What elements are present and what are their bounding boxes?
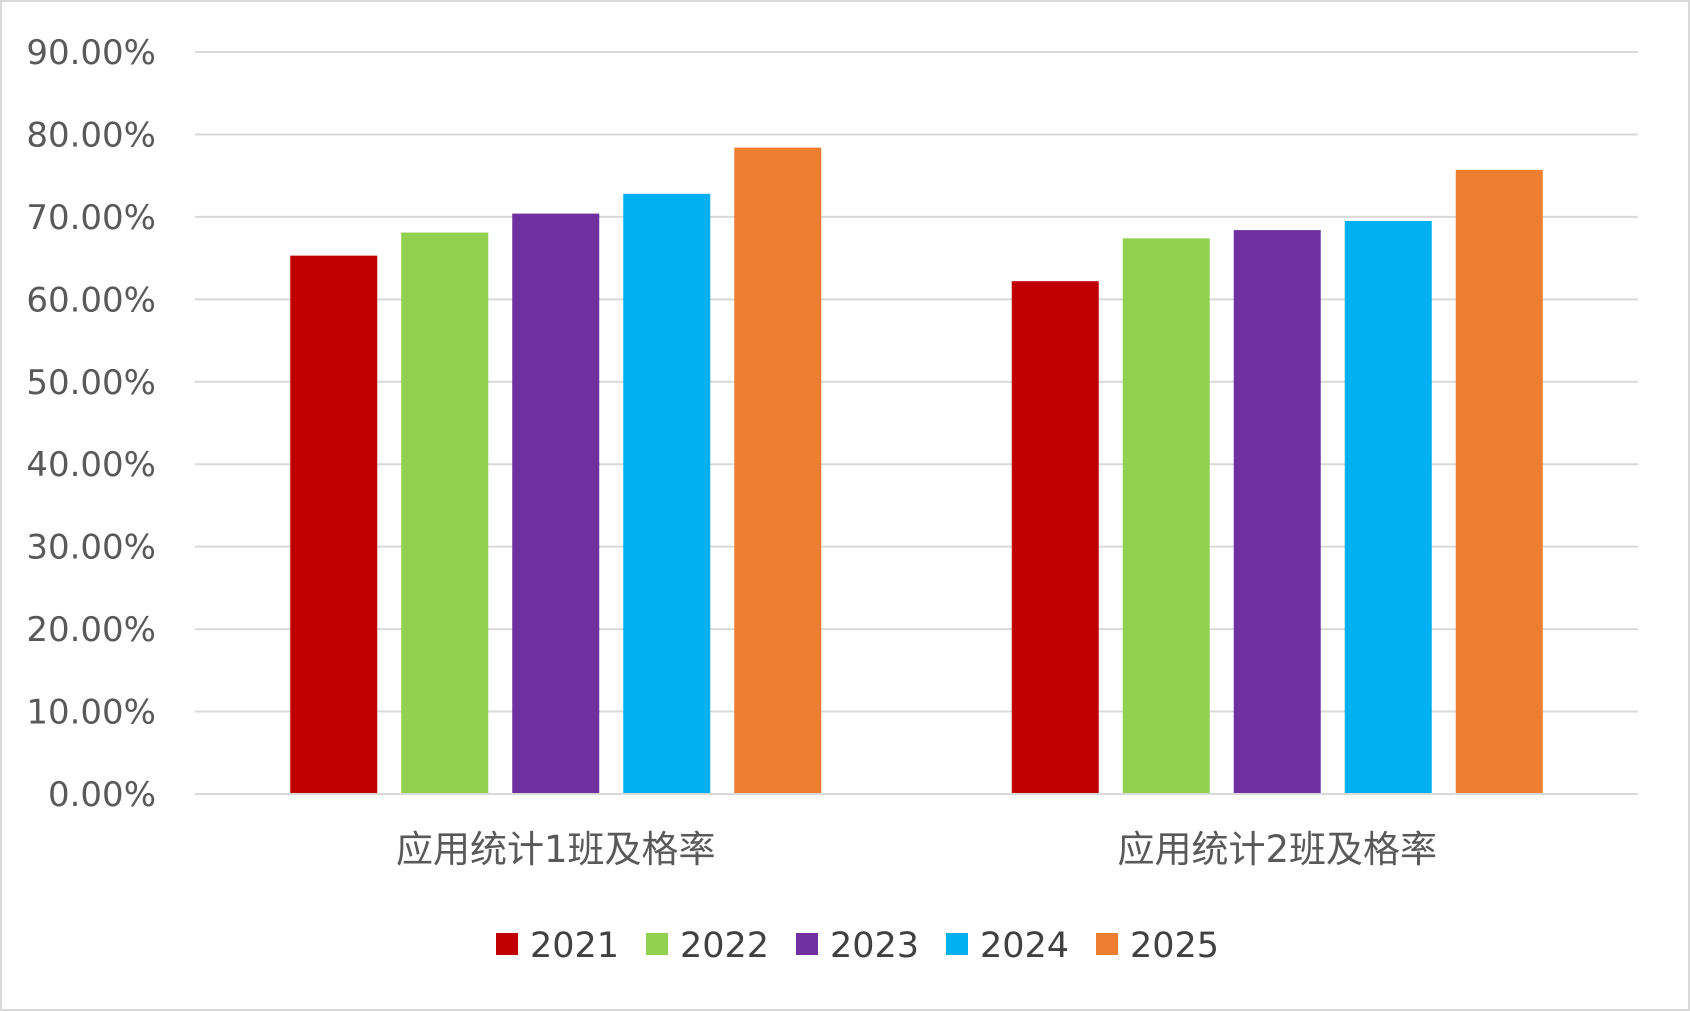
- legend-item-2023: 2023: [796, 926, 919, 966]
- bar-2021-group-1: [290, 255, 378, 795]
- legend-item-2022: 2022: [646, 926, 769, 966]
- category-label: 应用统计1班及格率: [396, 828, 716, 871]
- bar-2022-group-2: [1122, 238, 1210, 794]
- legend: 2021 2022 2023 2024 2025: [496, 926, 1219, 966]
- y-axis-tick-labels: 0.00% 10.00% 20.00% 30.00% 40.00% 50.00% 60.00…: [26, 33, 156, 815]
- legend-item-2024: 2024: [946, 926, 1069, 966]
- legend-swatch: [946, 933, 968, 955]
- legend-label: 2025: [1130, 926, 1219, 966]
- y-tick-label: 50.00%: [26, 363, 156, 403]
- y-tick-label: 10.00%: [26, 693, 156, 733]
- legend-label: 2023: [830, 926, 919, 966]
- bar-2023-group-2: [1233, 230, 1321, 794]
- y-tick-label: 60.00%: [26, 280, 156, 320]
- y-tick-label: 20.00%: [26, 610, 156, 650]
- legend-item-2021: 2021: [496, 926, 619, 966]
- legend-swatch: [1096, 933, 1118, 955]
- y-tick-label: 30.00%: [26, 528, 156, 568]
- bar-2021-group-2: [1011, 281, 1099, 794]
- category-labels: 应用统计1班及格率 应用统计2班及格率: [396, 828, 1437, 871]
- legend-label: 2022: [680, 926, 769, 966]
- bar-2023-group-1: [512, 213, 600, 794]
- bar-2025-group-1: [734, 147, 822, 794]
- y-tick-label: 90.00%: [26, 33, 156, 73]
- legend-swatch: [496, 933, 518, 955]
- category-label: 应用统计2班及格率: [1117, 828, 1437, 871]
- legend-item-2025: 2025: [1096, 926, 1219, 966]
- legend-label: 2021: [530, 926, 619, 966]
- legend-swatch: [646, 933, 668, 955]
- bar-2024-group-1: [623, 193, 711, 794]
- bars: [290, 147, 1543, 795]
- y-tick-label: 70.00%: [26, 198, 156, 238]
- y-tick-label: 0.00%: [48, 775, 156, 815]
- legend-label: 2024: [980, 926, 1069, 966]
- legend-swatch: [796, 933, 818, 955]
- bar-2025-group-2: [1455, 169, 1543, 794]
- bar-2024-group-2: [1344, 221, 1432, 794]
- y-tick-label: 40.00%: [26, 445, 156, 485]
- y-tick-label: 80.00%: [26, 115, 156, 155]
- bar-2022-group-1: [401, 232, 489, 794]
